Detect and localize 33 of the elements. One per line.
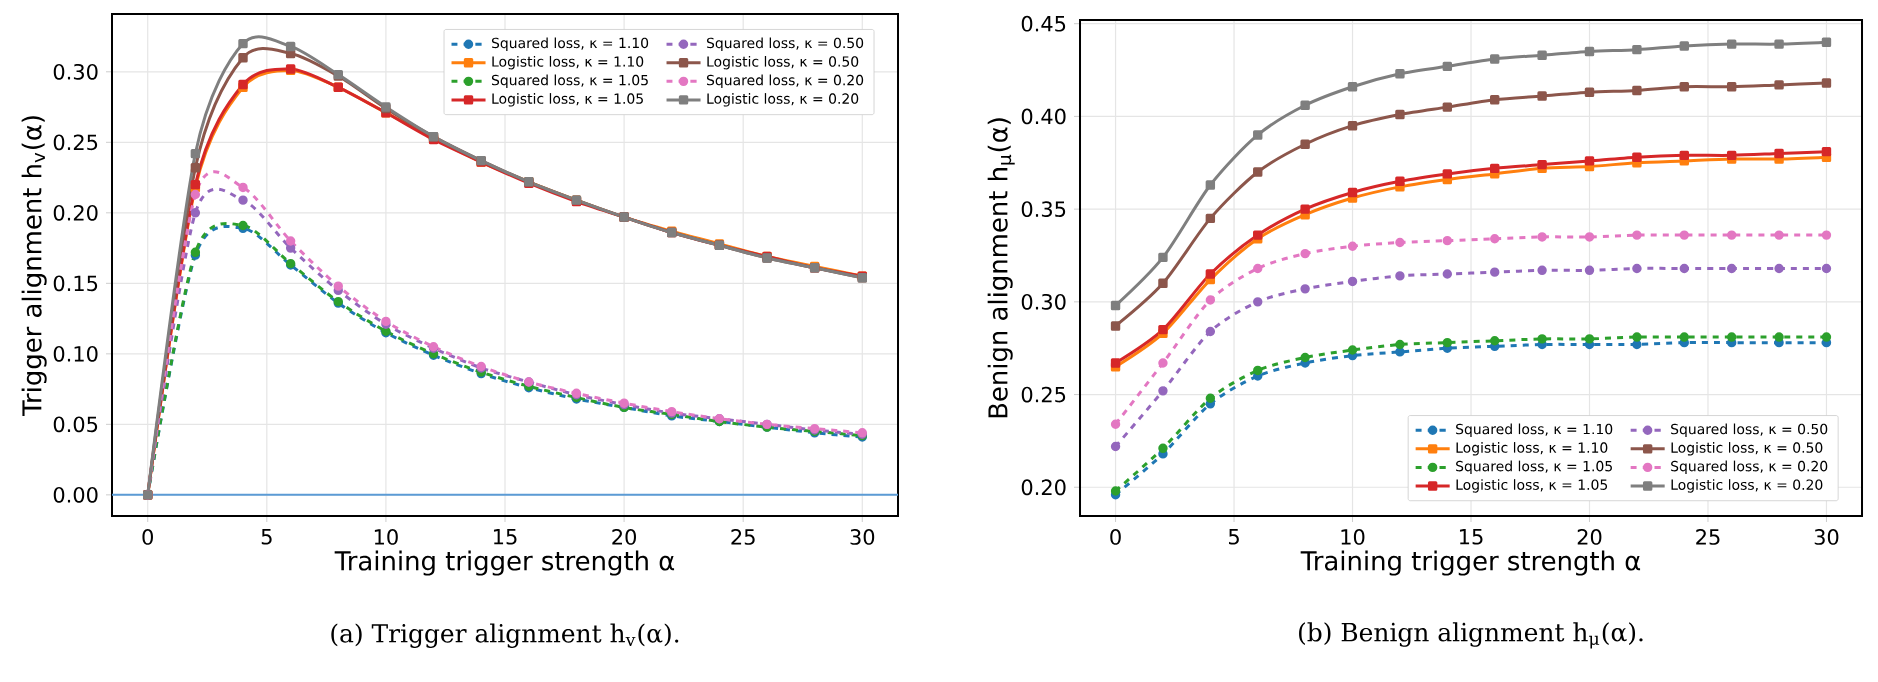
y-tick-label: 0.05 (53, 416, 98, 433)
y-tick-label: 0.35 (1021, 201, 1066, 218)
x-tick-label: 25 (731, 529, 755, 545)
y-tick-label: 0.30 (53, 63, 98, 80)
x-tick-label: 30 (850, 529, 875, 545)
y-tick-label: 0.00 (53, 486, 98, 503)
x-axis-title: Training trigger strength α (334, 550, 675, 576)
y-axis-title: Trigger alignment h$_{v}$(α) (21, 116, 47, 417)
y-tick-label: 0.25 (53, 134, 98, 151)
x-tick-label: 10 (1341, 529, 1365, 545)
y-tick-label: 0.40 (1021, 108, 1066, 125)
x-tick-label: 15 (1459, 529, 1483, 545)
text: (a) Trigger alignment h$_{v}$(α). (331, 623, 679, 648)
x-tick-label: 0 (1110, 529, 1121, 545)
y-tick-label: 0.20 (53, 204, 98, 221)
y-tick-label: 0.20 (1021, 479, 1066, 496)
y-tick-label: 0.30 (1021, 293, 1066, 310)
x-tick-label: 5 (261, 529, 272, 545)
y-axis-title: Benign alignment h$_{μ}$(α) (987, 118, 1015, 418)
x-tick-label: 25 (1696, 529, 1720, 545)
x-tick-label: 0 (142, 529, 153, 545)
x-tick-label: 10 (374, 529, 398, 545)
y-tick-label: 0.10 (53, 345, 98, 362)
y-tick-label: 0.25 (1021, 386, 1066, 403)
x-tick-label: 20 (1577, 529, 1602, 545)
text: (b) Benign alignment h$_{μ}$(α). (1299, 622, 1643, 649)
x-tick-label: 15 (493, 529, 517, 545)
x-tick-label: 30 (1814, 529, 1839, 545)
x-tick-label: 5 (1229, 529, 1239, 545)
y-tick-label: 0.15 (53, 275, 98, 292)
y-tick-label: 0.45 (1021, 15, 1066, 32)
x-axis-title: Training trigger strength α (1300, 550, 1641, 576)
x-tick-label: 20 (612, 529, 636, 545)
